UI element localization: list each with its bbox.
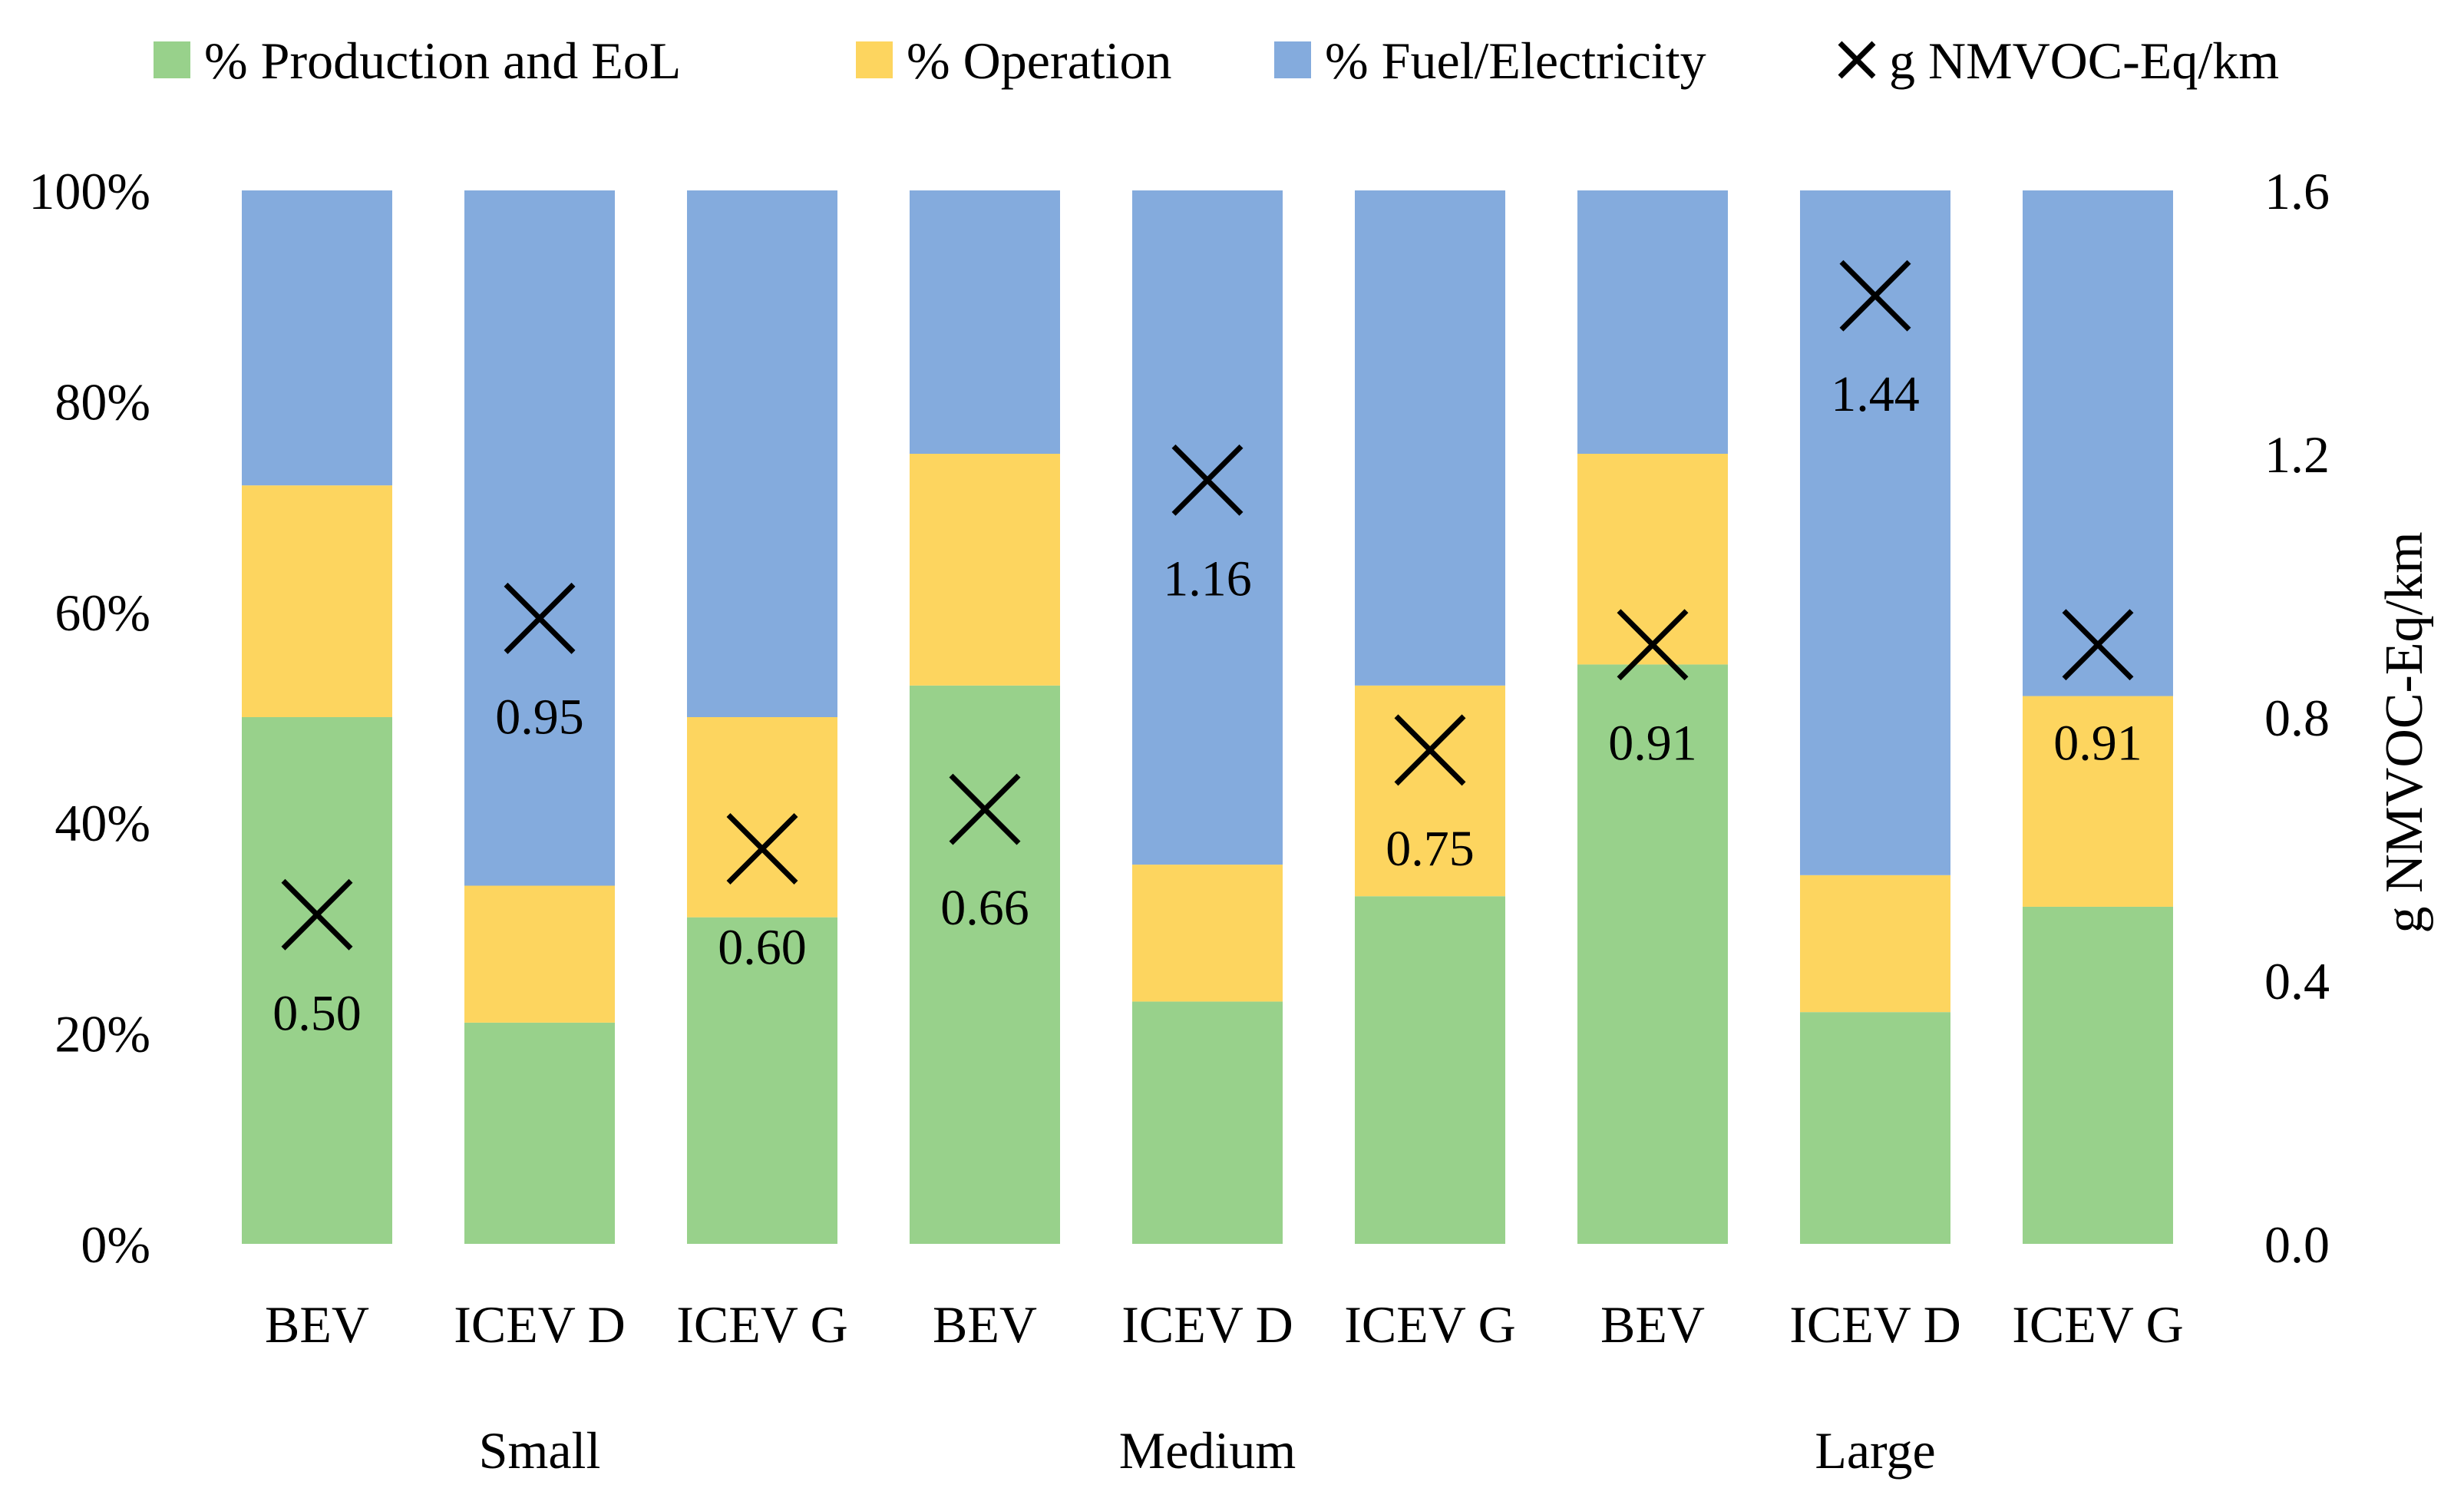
right-tick-label: 0.0: [2264, 1215, 2330, 1274]
x-marker-9: [2062, 609, 2134, 681]
bar-segment-3-3: [687, 190, 837, 717]
category-label-2: ICEV D: [454, 1295, 626, 1354]
x-marker-6: [1394, 714, 1466, 786]
x-marker-4: [949, 773, 1021, 845]
x-marker-3: [726, 813, 798, 885]
legend-label-2: % Operation: [907, 31, 1172, 90]
x-marker-stroke-b: [2062, 609, 2134, 681]
x-marker-stroke-b: [1394, 714, 1466, 786]
bar-segment-2-7: [1577, 454, 1728, 665]
bar-segment-1-7: [1577, 664, 1728, 1244]
bar-segment-3-1: [242, 190, 392, 486]
legend-x-icon: [1838, 41, 1876, 79]
x-marker-1: [281, 878, 353, 951]
category-label-6: ICEV G: [1344, 1295, 1516, 1354]
group-label-3: Large: [1815, 1421, 1935, 1480]
x-marker-stroke-b: [504, 582, 576, 654]
category-label-3: ICEV G: [676, 1295, 848, 1354]
right-axis: 0.0 0.4 0.8 1.2 1.6 g NMVOC-Eq/km: [2264, 162, 2434, 1274]
bar-segment-1-2: [464, 1022, 615, 1244]
bar-segment-1-9: [2023, 906, 2173, 1244]
left-tick-label: 20%: [54, 1005, 150, 1063]
group-label-2: Medium: [1119, 1421, 1296, 1480]
x-marker-stroke-b: [1617, 609, 1689, 681]
legend-x-stroke-b: [1838, 41, 1876, 79]
left-tick-label: 0%: [81, 1215, 150, 1274]
group-label-1: Small: [479, 1421, 601, 1480]
legend-swatch-1: [154, 41, 190, 78]
left-tick-label: 100%: [28, 162, 150, 220]
left-axis: 0% 20% 40% 60% 80% 100%: [28, 162, 150, 1274]
bar-segment-1-6: [1355, 896, 1505, 1244]
bar-segment-2-4: [910, 454, 1060, 686]
data-label-4: 0.66: [940, 880, 1029, 936]
bars: [242, 190, 2173, 1244]
right-tick-label: 1.2: [2264, 425, 2330, 484]
bar-segment-3-5: [1132, 190, 1283, 865]
data-label-7: 0.91: [1608, 716, 1697, 772]
x-marker-stroke-b: [949, 773, 1021, 845]
bar-segment-2-6: [1355, 685, 1505, 897]
bar-segment-3-4: [910, 190, 1060, 454]
bar-segment-3-8: [1800, 190, 1950, 875]
left-tick-label: 40%: [54, 794, 150, 852]
legend-swatch-2: [856, 41, 893, 78]
x-marker-7: [1617, 609, 1689, 681]
x-axis: BEV ICEV D ICEV G BEV ICEV D ICEV G BEV ICEV D I…: [265, 1295, 2184, 1480]
category-label-5: ICEV D: [1121, 1295, 1293, 1354]
category-label-9: ICEV G: [2012, 1295, 2184, 1354]
legend: % Production and EoL % Operation % Fuel/El…: [154, 31, 2279, 90]
bar-segment-2-2: [464, 885, 615, 1023]
data-label-5: 1.16: [1163, 551, 1252, 607]
bar-segment-1-8: [1800, 1012, 1950, 1244]
legend-label-4: g NMVOC-Eq/km: [1889, 31, 2279, 90]
bar-segment-2-3: [687, 717, 837, 918]
category-label-8: ICEV D: [1789, 1295, 1961, 1354]
bar-segment-3-9: [2023, 190, 2173, 696]
category-label-7: BEV: [1600, 1295, 1705, 1354]
right-tick-label: 0.8: [2264, 689, 2330, 747]
bar-segment-2-9: [2023, 696, 2173, 907]
category-label-4: BEV: [933, 1295, 1037, 1354]
x-marker-stroke-b: [1171, 444, 1244, 516]
legend-label-3: % Fuel/Electricity: [1325, 31, 1706, 90]
x-marker-8: [1839, 260, 1911, 332]
legend-label-1: % Production and EoL: [204, 31, 681, 90]
bar-segment-2-5: [1132, 865, 1283, 1002]
right-tick-label: 0.4: [2264, 952, 2330, 1010]
data-label-3: 0.60: [718, 920, 807, 976]
data-label-6: 0.75: [1386, 821, 1475, 877]
left-tick-label: 60%: [54, 584, 150, 642]
bar-segment-2-8: [1800, 875, 1950, 1013]
bar-segment-2-1: [242, 485, 392, 717]
x-marker-stroke-b: [281, 878, 353, 951]
legend-swatch-3: [1274, 41, 1311, 78]
data-label-8: 1.44: [1831, 366, 1920, 422]
left-tick-label: 80%: [54, 372, 150, 431]
bar-segment-1-5: [1132, 1001, 1283, 1244]
data-label-9: 0.91: [2053, 716, 2142, 772]
x-marker-stroke-b: [1839, 260, 1911, 332]
right-axis-label: g NMVOC-Eq/km: [2375, 531, 2434, 933]
bar-segment-3-6: [1355, 190, 1505, 686]
category-label-1: BEV: [265, 1295, 369, 1354]
bar-segment-1-3: [687, 917, 837, 1244]
right-tick-label: 1.6: [2264, 162, 2330, 220]
x-marker-stroke-b: [726, 813, 798, 885]
bar-segment-3-2: [464, 190, 615, 886]
data-label-1: 0.50: [272, 985, 362, 1041]
data-label-2: 0.95: [495, 689, 584, 745]
markers: 0.50 0.95 0.60 0.66 1.16 0.75 0.91 1.44 0.91: [272, 260, 2142, 1041]
bar-segment-1-4: [910, 685, 1060, 1244]
bar-segment-3-7: [1577, 190, 1728, 454]
x-marker-2: [504, 582, 576, 654]
x-marker-5: [1171, 444, 1244, 516]
bar-segment-1-1: [242, 717, 392, 1244]
